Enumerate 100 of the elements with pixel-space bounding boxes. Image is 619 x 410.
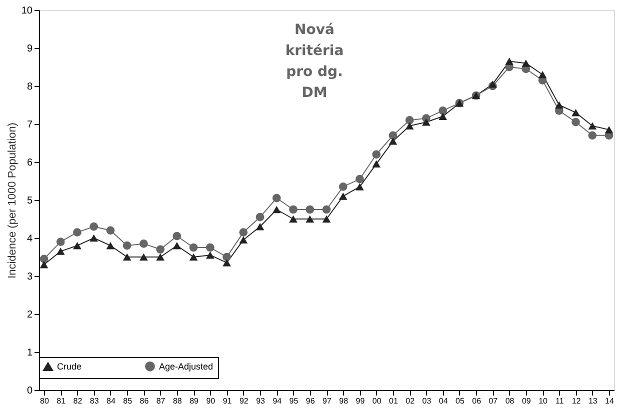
point	[56, 238, 65, 246]
point	[56, 248, 65, 255]
y-tick-label: 6	[26, 158, 33, 168]
y-axis-title: Incidence (per 1000 Population)	[6, 122, 18, 278]
x-tick-label: 88	[172, 396, 182, 406]
point	[189, 253, 198, 261]
point	[272, 194, 281, 202]
point	[322, 205, 331, 214]
point	[306, 215, 314, 223]
x-tick-label: 96	[306, 396, 316, 406]
point	[438, 106, 448, 115]
x-tick-label: 93	[256, 396, 266, 406]
point	[256, 222, 264, 230]
point	[306, 205, 314, 214]
point	[73, 228, 82, 236]
x-tick-label: 90	[206, 396, 216, 406]
y-tick-label: 9	[26, 44, 33, 54]
point	[322, 215, 331, 223]
point	[222, 252, 231, 262]
x-tick-label: 94	[272, 396, 282, 406]
point	[289, 215, 298, 223]
x-tick-label: 08	[505, 396, 515, 406]
x-tick-label: 80	[40, 396, 50, 406]
y-tick-label: 7	[26, 120, 33, 130]
point	[222, 259, 231, 266]
point	[73, 242, 82, 250]
x-tick-label: 04	[438, 396, 448, 406]
point	[40, 254, 48, 264]
x-tick-label: 97	[322, 396, 332, 406]
x-tick-label: 10	[538, 396, 548, 406]
point	[90, 222, 98, 231]
point	[488, 80, 497, 88]
x-tick-label: 06	[472, 396, 482, 406]
point	[289, 205, 298, 214]
point	[172, 232, 182, 240]
point	[405, 116, 414, 124]
y-tick-label: 8	[26, 82, 33, 92]
x-tick-label: 82	[73, 396, 83, 406]
x-tick-label: 03	[422, 396, 432, 406]
x-tick-label: 85	[123, 396, 133, 406]
point	[122, 253, 132, 261]
point	[338, 192, 348, 200]
x-tick-label: 81	[56, 396, 66, 406]
annotation: Nová kritéria pro dg. DM	[285, 22, 344, 101]
x-tick-label: 01	[389, 396, 398, 406]
point	[422, 118, 430, 126]
x-tick-label: 09	[522, 396, 532, 406]
point	[106, 226, 115, 235]
point	[172, 242, 182, 250]
point	[156, 245, 164, 254]
point	[588, 131, 597, 140]
y-tick-label: 3	[26, 272, 33, 282]
point	[40, 260, 48, 268]
x-tick-label: 07	[488, 396, 498, 406]
point	[572, 108, 580, 116]
point	[140, 240, 148, 248]
x-tick-label: 13	[588, 396, 598, 406]
point	[388, 137, 398, 145]
point	[505, 58, 514, 65]
point	[372, 160, 381, 168]
x-tick-label: 14	[605, 396, 615, 406]
x-tick-label: 95	[289, 396, 299, 406]
point	[554, 101, 564, 109]
point	[239, 228, 248, 236]
point	[90, 234, 98, 242]
point	[106, 242, 115, 250]
y-tick-label: 5	[26, 196, 33, 206]
x-tick-label: 92	[239, 396, 249, 406]
point	[206, 251, 214, 259]
point	[388, 131, 398, 140]
x-tick-label: 84	[106, 396, 116, 406]
y-tick-label: 2	[26, 310, 33, 320]
point	[189, 243, 198, 252]
x-tick-label: 00	[372, 396, 382, 406]
point	[356, 183, 364, 190]
point	[572, 118, 580, 126]
point	[122, 241, 132, 250]
point	[256, 212, 264, 222]
x-tick-label: 86	[140, 396, 150, 406]
point	[356, 174, 364, 184]
legend-label: Age-Adjusted	[159, 361, 214, 372]
x-tick-label: 11	[556, 396, 564, 406]
point	[206, 243, 214, 252]
point	[522, 60, 530, 67]
x-tick-label: 91	[222, 396, 232, 406]
y-tick-label: 1	[26, 348, 33, 358]
x-tick-label: 05	[455, 396, 465, 406]
x-tick-label: 89	[190, 396, 200, 406]
x-tick-label: 99	[356, 396, 366, 406]
y-tick-label: 4	[26, 234, 33, 244]
point	[588, 122, 597, 130]
x-tick-label: 02	[406, 396, 416, 406]
point	[239, 236, 248, 244]
x-tick-label: 98	[339, 396, 349, 406]
point	[538, 70, 547, 78]
x-tick-label: 12	[572, 396, 582, 406]
point	[372, 150, 381, 159]
x-tick-label: 83	[90, 396, 100, 406]
point	[272, 206, 281, 214]
y-tick-label: 10	[21, 6, 33, 16]
